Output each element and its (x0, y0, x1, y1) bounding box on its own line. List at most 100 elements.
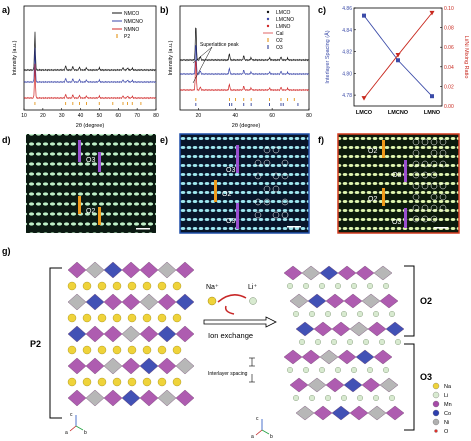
stem-frame-e (179, 133, 310, 234)
na-atom (127, 281, 137, 291)
octahedron (325, 377, 345, 393)
na-atom (172, 345, 182, 355)
octahedron (283, 349, 303, 365)
octahedron (175, 357, 195, 375)
panel-a-label: a) (2, 5, 10, 15)
octahedron (349, 405, 369, 421)
na-atom (172, 313, 182, 323)
highlight-circle (439, 204, 447, 212)
stem-frame-f (337, 133, 460, 234)
o3-label: O3 (420, 372, 432, 382)
octahedron (85, 261, 105, 279)
o3-marker (236, 203, 239, 229)
octahedron (175, 325, 195, 343)
octahedron (121, 325, 141, 343)
na-atom (97, 281, 107, 291)
exchange-curve (217, 294, 247, 303)
y2-tick-label: 0.10 (444, 6, 454, 12)
na-atom (157, 313, 167, 323)
c-left-ticks: 4.78 4.80 4.82 4.84 4.86 (342, 6, 356, 99)
li-atom (357, 395, 364, 402)
series-marker (396, 58, 400, 63)
na-atom (112, 281, 122, 291)
spacing-label: Interlayer spacing (208, 371, 248, 377)
octahedron (157, 293, 177, 311)
panel-b-frame (179, 5, 310, 111)
e-label-o3-bottom: O3 (226, 218, 235, 225)
highlight-circle (263, 146, 271, 154)
x-tick-label: 50 (97, 113, 103, 119)
octahedron (373, 265, 393, 281)
exchange-label: Ion exchange (208, 331, 253, 340)
na-atom (67, 345, 77, 355)
legend-swatch-na (432, 382, 440, 390)
scale-bar (136, 228, 150, 230)
x-category-label: LMCNO (388, 110, 409, 116)
octahedron (103, 357, 123, 375)
x-tick-label: 40 (233, 113, 239, 119)
b-annotation-arrow (192, 46, 213, 84)
b-legend-cal: Cal (276, 31, 284, 37)
series-marker (430, 94, 434, 99)
li-atom (389, 311, 396, 318)
octahedron (67, 325, 87, 343)
stem-image-d (26, 134, 156, 233)
li-atom (299, 339, 306, 346)
octahedron (121, 293, 141, 311)
f-label-o3-bottom: O3 (392, 219, 401, 226)
octahedron (139, 389, 159, 407)
highlight-circle (281, 172, 289, 180)
a-legend-nmco: NMCO (124, 11, 139, 17)
exchange-arrow (203, 316, 277, 328)
octahedron (85, 325, 105, 343)
li-atom (367, 283, 374, 290)
octahedron (331, 321, 351, 337)
octahedron (103, 389, 123, 407)
highlight-circle (263, 198, 271, 206)
octahedron (361, 293, 381, 309)
octahedron (67, 293, 87, 311)
legend-label-na: Na (444, 384, 452, 390)
a-x-ticks: 10 20 30 40 50 60 70 80 (21, 108, 159, 119)
series-nmcno (23, 47, 157, 84)
o2-marker (214, 180, 217, 202)
b-annotation-arrow (192, 46, 213, 64)
highlight-circle (281, 159, 289, 167)
highlight-circle (439, 149, 447, 157)
x-tick-label: 80 (153, 113, 159, 119)
series-lmcno (179, 44, 310, 76)
o3-marker (98, 152, 101, 172)
octahedron (313, 321, 333, 337)
li-atom (395, 339, 402, 346)
a-xlabel: 2θ (degree) (76, 123, 105, 129)
o2-marker (78, 196, 81, 214)
x-category-label: LMCO (356, 110, 373, 116)
highlight-circle (412, 193, 420, 201)
li-atom (389, 395, 396, 402)
octahedron (175, 293, 195, 311)
series-marker (362, 13, 366, 18)
octahedron (121, 357, 141, 375)
li-atom (341, 395, 348, 402)
f-label-o3-top: O3 (392, 172, 401, 179)
c-y2label: Li/Ni Mixing Ratio (463, 36, 469, 79)
na-atom (82, 313, 92, 323)
a-legend-p2: P2 (124, 34, 130, 40)
o2-marker (382, 140, 385, 158)
li-atom (335, 367, 342, 374)
li-atom (325, 395, 332, 402)
li-atom (335, 283, 342, 290)
na-atom (97, 345, 107, 355)
panel-c-frame (353, 7, 443, 107)
highlight-circle (421, 215, 429, 223)
series-marker (429, 10, 435, 16)
na-ion-label: Na⁺ (206, 284, 219, 291)
octahedron (139, 261, 159, 279)
e-label-o3-top: O3 (226, 167, 235, 174)
a-legend-nmno: NMNO (124, 27, 139, 33)
octahedron (349, 321, 369, 337)
highlight-circle (272, 146, 280, 154)
x-category-label: LMNO (424, 110, 441, 116)
axis-c: c (256, 416, 259, 422)
